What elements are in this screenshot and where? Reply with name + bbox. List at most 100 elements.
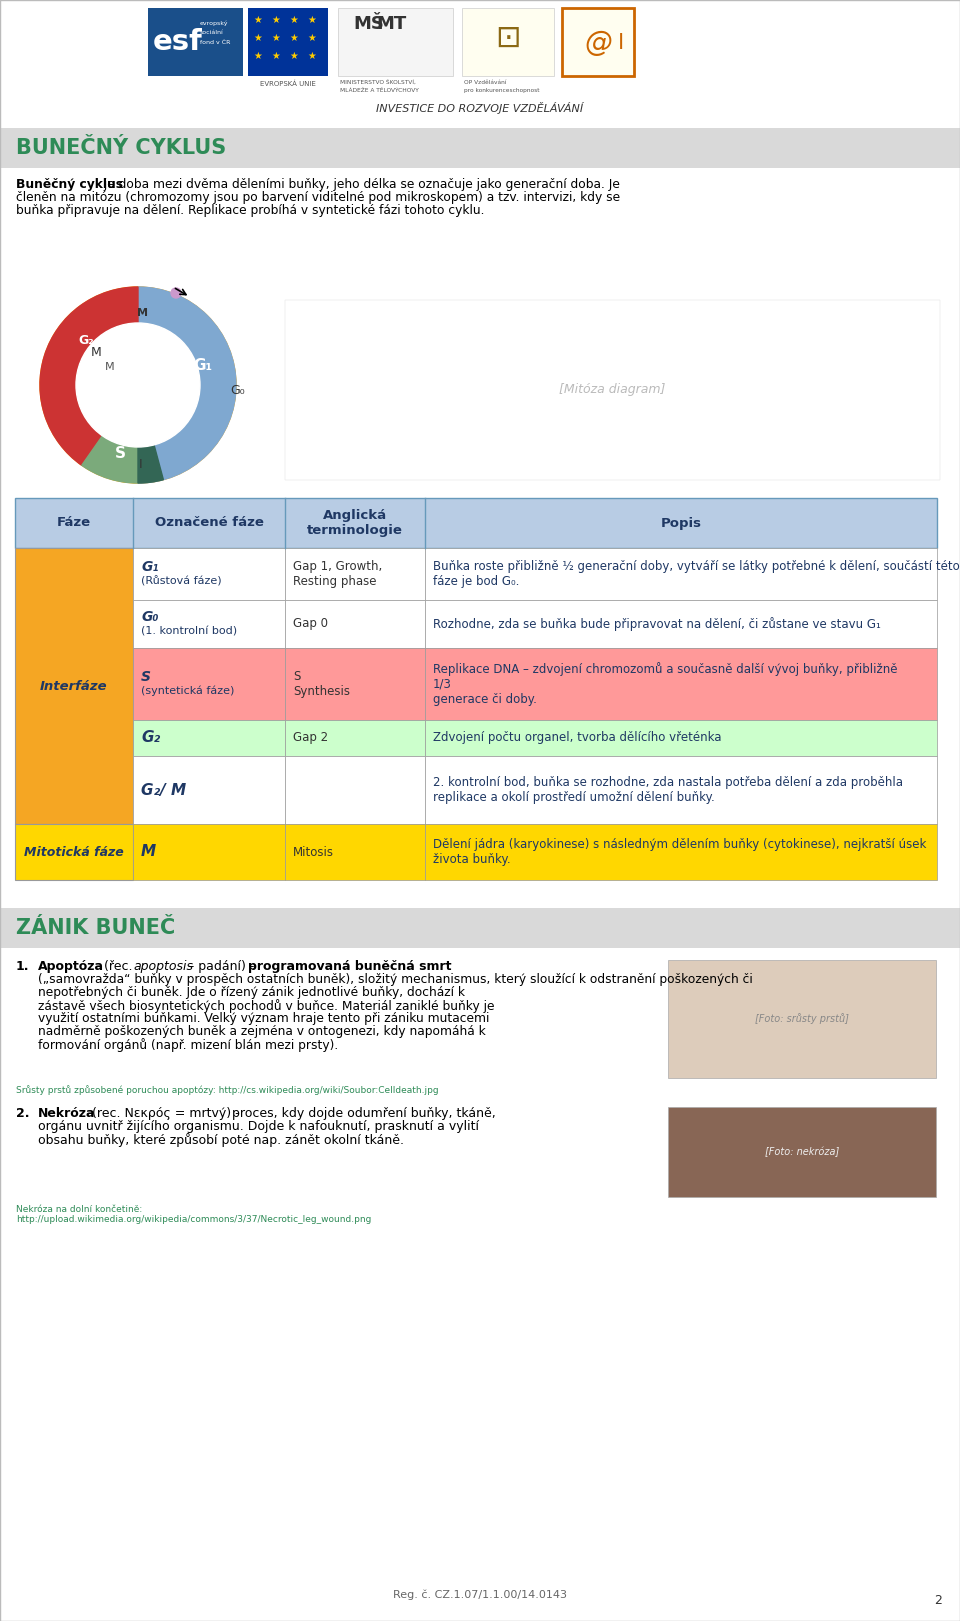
Wedge shape	[82, 436, 138, 483]
Text: nepotřebných či buněk. Jde o řízený zánik jednotlivé buňky, dochází k: nepotřebných či buněk. Jde o řízený záni…	[38, 986, 465, 999]
Text: ★: ★	[307, 50, 317, 62]
Text: proces, kdy dojde odumření buňky, tkáně,: proces, kdy dojde odumření buňky, tkáně,	[232, 1107, 495, 1120]
Text: BUNEČNÝ CYKLUS: BUNEČNÝ CYKLUS	[16, 138, 227, 157]
Text: apoptosis: apoptosis	[133, 960, 193, 973]
Text: Srůsty prstů způsobené poruchou apoptózy: http://cs.wikipedia.org/wiki/Soubor:Ce: Srůsty prstů způsobené poruchou apoptózy…	[16, 1084, 439, 1094]
Bar	[425, 755, 937, 823]
Text: je doba mezi dvěma děleními buňky, jeho délka se označuje jako generační doba. J: je doba mezi dvěma děleními buňky, jeho …	[100, 178, 620, 191]
Text: evropský: evropský	[200, 19, 228, 26]
Text: ⊡: ⊡	[495, 23, 520, 52]
Text: M: M	[90, 347, 102, 360]
Text: Reg. č. CZ.1.07/1.1.00/14.0143: Reg. č. CZ.1.07/1.1.00/14.0143	[393, 1590, 567, 1600]
Text: členěn na mitózu (chromozomy jsou po barvení viditelné pod mikroskopem) a tzv. i: členěn na mitózu (chromozomy jsou po bar…	[16, 191, 620, 204]
Text: INVESTICE DO ROZVOJE VZDĚLÁVÁNÍ: INVESTICE DO ROZVOJE VZDĚLÁVÁNÍ	[376, 102, 584, 113]
Text: Mitosis: Mitosis	[293, 846, 334, 859]
Wedge shape	[40, 287, 138, 465]
Circle shape	[76, 323, 200, 447]
Text: (1. kontrolní bod): (1. kontrolní bod)	[141, 626, 237, 635]
Text: MINISTERSTVO ŠKOLSTVÍ,: MINISTERSTVO ŠKOLSTVÍ,	[340, 79, 416, 86]
Text: fond v ČR: fond v ČR	[200, 41, 230, 45]
Bar	[462, 8, 554, 76]
Wedge shape	[138, 287, 236, 483]
Bar	[425, 823, 937, 880]
Text: obsahu buňky, které způsobí poté nap. zánět okolní tkáně.: obsahu buňky, které způsobí poté nap. zá…	[38, 1133, 404, 1148]
Text: Zdvojení počtu organel, tvorba dělícího vřeténka: Zdvojení počtu organel, tvorba dělícího …	[433, 731, 722, 744]
Text: pro konkurenceschopnost: pro konkurenceschopnost	[464, 88, 540, 92]
Text: 2. kontrolní bod, buňka se rozhodne, zda nastala potřeba dělení a zda proběhla r: 2. kontrolní bod, buňka se rozhodne, zda…	[433, 776, 903, 804]
Bar	[148, 8, 243, 76]
Bar	[425, 720, 937, 755]
Text: Buňka roste přibližně ½ generační doby, vytváří se látky potřebné k dělení, souč: Buňka roste přibližně ½ generační doby, …	[433, 559, 960, 588]
Text: [Mitóza diagram]: [Mitóza diagram]	[559, 384, 665, 397]
Bar	[285, 823, 425, 880]
Bar	[0, 908, 960, 948]
Bar	[338, 8, 453, 76]
Bar	[285, 300, 940, 480]
Bar	[15, 823, 133, 880]
Text: sociální: sociální	[200, 31, 224, 36]
Bar	[0, 128, 960, 169]
Text: Gap 0: Gap 0	[293, 618, 328, 631]
Text: http://upload.wikimedia.org/wikipedia/commons/3/37/Necrotic_leg_wound.png: http://upload.wikimedia.org/wikipedia/co…	[16, 1216, 372, 1224]
Text: formování orgánů (např. mizení blán mezi prsty).: formování orgánů (např. mizení blán mezi…	[38, 1037, 338, 1052]
Text: [Foto: srůsty prstů]: [Foto: srůsty prstů]	[756, 1013, 849, 1024]
Text: ★: ★	[290, 15, 299, 24]
Text: (syntetická fáze): (syntetická fáze)	[141, 686, 234, 697]
Text: Nekróza na dolní končetině:: Nekróza na dolní končetině:	[16, 1204, 142, 1214]
Text: M: M	[141, 845, 156, 859]
Bar	[285, 720, 425, 755]
Text: ★: ★	[253, 32, 262, 44]
Text: Nekróza: Nekróza	[38, 1107, 95, 1120]
Text: (rec. Νεκρός = mrtvý) -: (rec. Νεκρός = mrtvý) -	[88, 1107, 244, 1120]
Text: ZÁNIK BUNEČ: ZÁNIK BUNEČ	[16, 917, 176, 939]
Text: S: S	[141, 669, 151, 684]
Text: S
Synthesis: S Synthesis	[293, 669, 350, 699]
Text: nadměrně poškozených buněk a zejména v ontogenezi, kdy napomáhá k: nadměrně poškozených buněk a zejména v o…	[38, 1024, 486, 1037]
Bar	[668, 1107, 936, 1196]
Text: MLÁDEŽE A TĚLOVÝCHOVY: MLÁDEŽE A TĚLOVÝCHOVY	[340, 88, 419, 92]
Text: G₁: G₁	[141, 559, 158, 574]
Text: Označené fáze: Označené fáze	[155, 517, 263, 530]
Bar	[133, 648, 285, 720]
Text: MT: MT	[376, 15, 406, 32]
Bar	[285, 600, 425, 648]
Text: Replikace DNA – zdvojení chromozomů a současně další vývoj buňky, přibližně     : Replikace DNA – zdvojení chromozomů a so…	[433, 661, 939, 707]
Bar	[15, 498, 937, 548]
Text: Gap 2: Gap 2	[293, 731, 328, 744]
Text: I: I	[139, 459, 143, 472]
Bar	[248, 8, 328, 76]
Bar	[425, 600, 937, 648]
Bar	[668, 960, 936, 1078]
Text: [Foto: nekróza]: [Foto: nekróza]	[765, 1146, 839, 1157]
Bar	[285, 648, 425, 720]
Text: ★: ★	[290, 50, 299, 62]
Text: G₀: G₀	[141, 609, 158, 624]
Circle shape	[40, 287, 236, 483]
Circle shape	[171, 289, 181, 298]
Text: Fáze: Fáze	[57, 517, 91, 530]
Text: Rozhodne, zda se buňka bude připravovat na dělení, či zůstane ve stavu G₁: Rozhodne, zda se buňka bude připravovat …	[433, 618, 881, 631]
Text: (řec.: (řec.	[100, 960, 136, 973]
Bar	[133, 823, 285, 880]
Text: ★: ★	[307, 32, 317, 44]
Text: (Růstová fáze): (Růstová fáze)	[141, 575, 222, 587]
Text: Popis: Popis	[660, 517, 702, 530]
Text: Mitotická fáze: Mitotická fáze	[24, 846, 124, 859]
Bar	[133, 755, 285, 823]
Text: využití ostatními buňkami. Velký význam hraje tento při zániku mutacemi: využití ostatními buňkami. Velký význam …	[38, 1012, 490, 1024]
Text: Buněčný cyklus: Buněčný cyklus	[16, 178, 123, 191]
Text: Apoptóza: Apoptóza	[38, 960, 104, 973]
Text: zástavě všech biosyntetických pochodů v buňce. Materiál zaniklé buňky je: zástavě všech biosyntetických pochodů v …	[38, 999, 494, 1013]
Text: G₀: G₀	[230, 384, 246, 397]
Text: Gap 1, Growth,
Resting phase: Gap 1, Growth, Resting phase	[293, 559, 382, 588]
Text: ★: ★	[272, 32, 280, 44]
Text: G₂: G₂	[141, 731, 160, 746]
Text: – padání) -: – padání) -	[184, 960, 258, 973]
Text: S: S	[114, 446, 126, 460]
Text: M: M	[136, 308, 148, 318]
Text: Interfáze: Interfáze	[40, 679, 108, 692]
Text: G₁: G₁	[193, 358, 212, 373]
Bar	[425, 648, 937, 720]
Bar	[425, 548, 937, 600]
Text: („samovražda“ buňky v prospěch ostatních buněk), složitý mechanismus, který slou: („samovražda“ buňky v prospěch ostatních…	[38, 973, 753, 986]
